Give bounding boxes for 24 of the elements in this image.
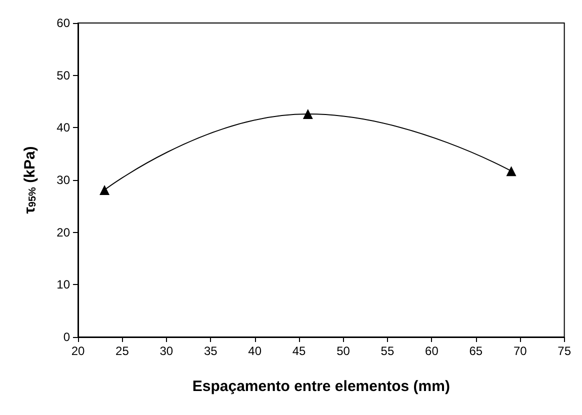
x-tick-label: 45 — [292, 344, 306, 358]
y-axis-title: τ95% (kPa) — [22, 146, 38, 214]
x-tick-label: 35 — [204, 344, 218, 358]
x-tick-label: 20 — [71, 344, 85, 358]
x-tick-label: 50 — [336, 344, 350, 358]
point — [302, 109, 313, 120]
x-tick-label: 60 — [425, 344, 439, 358]
x-axis-title: Espaçamento entre elementos (mm) — [192, 378, 450, 395]
point — [506, 166, 516, 176]
x-tick-label: 55 — [380, 344, 394, 358]
x-tick-label: 40 — [248, 344, 262, 358]
y-tick-label: 30 — [56, 173, 70, 187]
y-tick-label: 60 — [56, 16, 70, 30]
x-tick-label: 70 — [513, 344, 528, 358]
y-tick-label: 10 — [56, 278, 70, 292]
x-tick-label: 75 — [558, 344, 572, 358]
y-tick-label: 50 — [56, 68, 70, 82]
y-tick-label: 0 — [63, 330, 70, 344]
y-tick-label: 40 — [56, 120, 70, 135]
x-tick-label: 65 — [469, 344, 483, 358]
point — [100, 184, 110, 195]
x-tick-label: 30 — [160, 344, 174, 358]
x-tick-label: 25 — [116, 344, 130, 358]
y-tick-label: 20 — [56, 225, 70, 240]
